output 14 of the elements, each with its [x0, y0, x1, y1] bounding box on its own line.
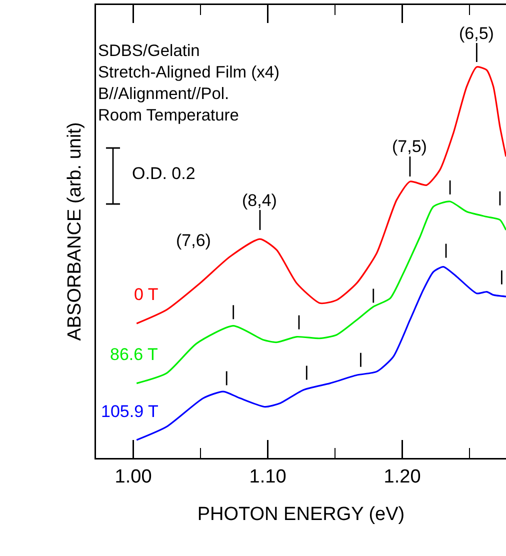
annotation: (6,5): [459, 24, 494, 43]
annotation: (8,4): [242, 191, 277, 210]
annotation: (7,5): [392, 137, 427, 156]
annotation: SDBS/Gelatin Stretch-Aligned Film (x4) B//Alignment//Pol. Room Temperature: [98, 42, 280, 124]
y-axis-title: ABSORBANCE (arb. unit): [64, 122, 86, 341]
annotation: O.D. 0.2: [132, 164, 196, 183]
series-label: 105.9 T: [101, 402, 158, 421]
x-tick-label: 1.10: [249, 466, 286, 488]
annotation: (7,6): [176, 231, 211, 250]
x-axis-title: PHOTON ENERGY (eV): [197, 504, 405, 525]
series-label: 86.6 T: [110, 345, 158, 364]
x-tick-label: 1.00: [114, 466, 152, 488]
x-tick-label: 1.20: [384, 466, 421, 488]
series-label: 0 T: [134, 285, 158, 304]
